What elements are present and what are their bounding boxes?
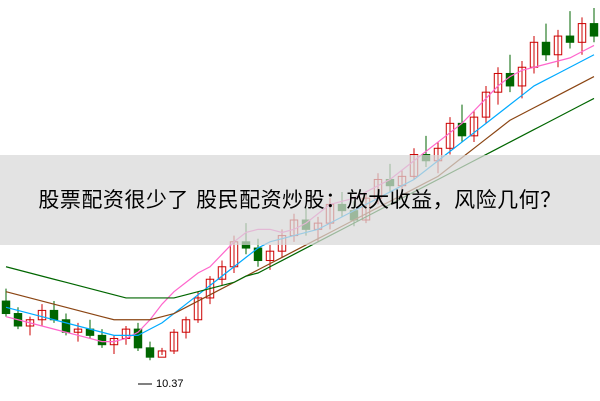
article-title-text: 股票配资很少了 股民配资炒股：放大收益，风险几何？ — [38, 188, 562, 212]
article-title-overlay: 股票配资很少了 股民配资炒股：放大收益，风险几何？ — [0, 155, 600, 245]
low-price-annotation: 10.37 — [156, 378, 184, 390]
